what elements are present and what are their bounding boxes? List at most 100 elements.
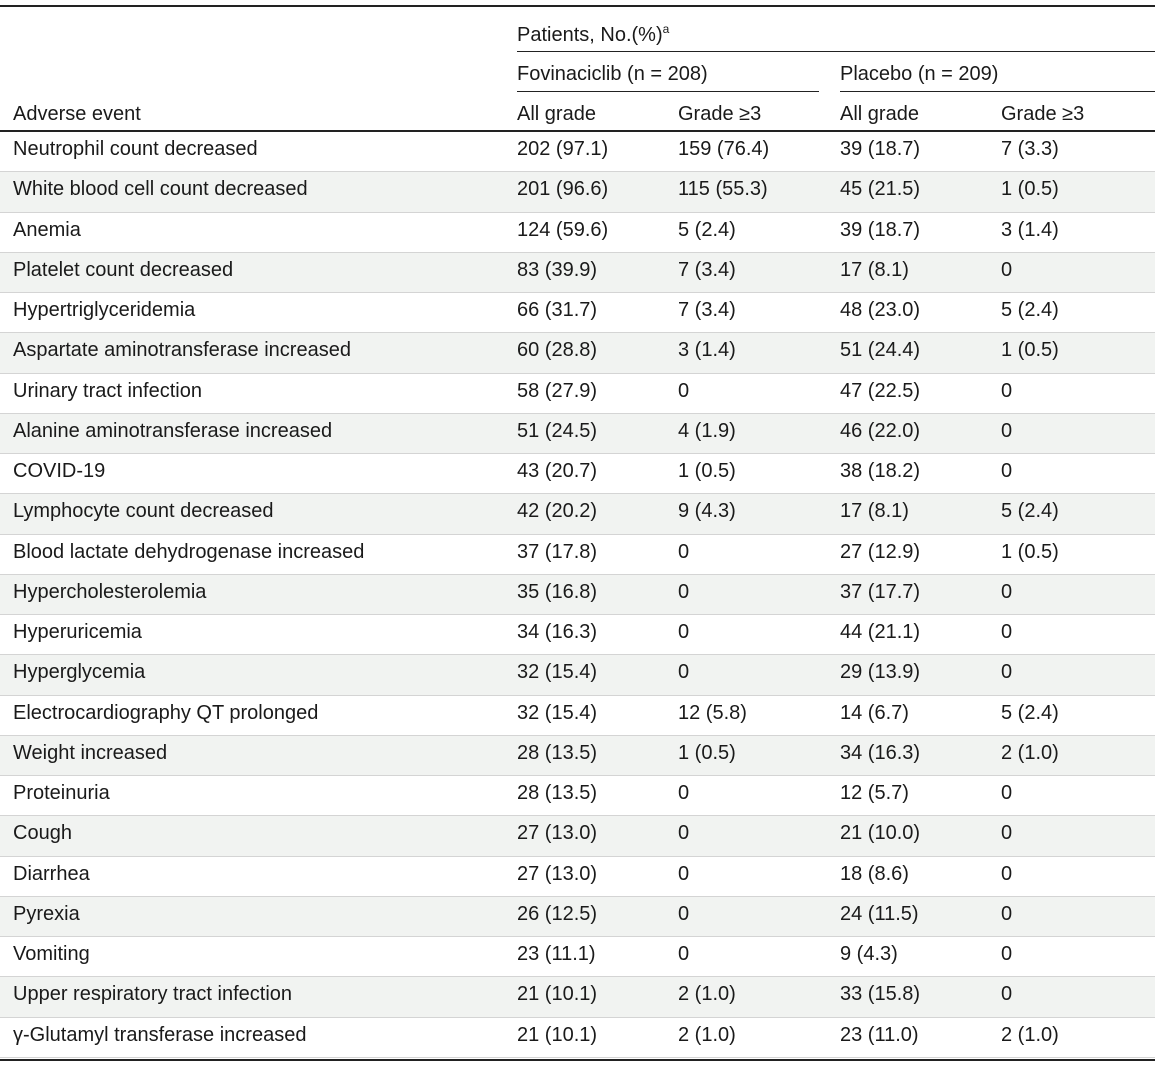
table-bottom-rule — [0, 1059, 1155, 1061]
table-row: Alanine aminotransferase increased 51 (24… — [0, 413, 1155, 454]
fovinaciclib-grade3-cell: 0 — [678, 379, 690, 402]
fovinaciclib-grade3-cell: 0 — [678, 943, 690, 965]
fovinaciclib-all-grade-cell: 202 (97.1) — [517, 138, 609, 160]
table-row: Aspartate aminotransferase increased 60 (… — [0, 333, 1155, 374]
placebo-grade3-cell: 0 — [1001, 983, 1013, 1006]
placebo-all-grade-cell: 37 (17.7) — [840, 580, 921, 603]
fovinaciclib-grade3-cell: 12 (5.8) — [678, 701, 747, 724]
table-top-rule — [0, 5, 1155, 7]
placebo-grade3-cell: 0 — [1001, 460, 1013, 482]
table-row: Anemia 124 (59.6) 5 (2.4) 39 (18.7) 3 (1.4) — [0, 213, 1155, 253]
adverse-event-name-cell: Aspartate aminotransferase increased — [13, 339, 351, 362]
table-row: Hyperuricemia 34 (16.3) 0 44 (21.1) 0 — [0, 615, 1155, 656]
placebo-all-grade-cell: 39 (18.7) — [840, 138, 921, 160]
adverse-event-name-cell: Platelet count decreased — [13, 258, 234, 281]
placebo-grade3-cell: 0 — [1001, 258, 1013, 281]
adverse-event-name-cell: Cough — [13, 822, 72, 845]
adverse-event-name-cell: Diarrhea — [13, 862, 90, 885]
placebo-grade3-cell: 2 (1.0) — [1001, 1023, 1059, 1046]
adverse-event-name-cell: Hypertriglyceridemia — [13, 299, 196, 321]
adverse-event-name-cell: Vomiting — [13, 943, 90, 965]
fovinaciclib-grade3-cell: 0 — [678, 862, 690, 885]
fovinaciclib-all-grade-cell: 28 (13.5) — [517, 741, 598, 764]
fovinaciclib-grade3-cell: 3 (1.4) — [678, 339, 736, 362]
placebo-grade3-cell: 5 (2.4) — [1001, 500, 1059, 523]
table-row: Proteinuria 28 (13.5) 0 12 (5.7) 0 — [0, 776, 1155, 817]
placebo-all-grade-cell: 21 (10.0) — [840, 822, 921, 845]
table-row: Upper respiratory tract infection 21 (10.… — [0, 977, 1155, 1018]
adverse-event-name-cell: COVID-19 — [13, 460, 106, 482]
group-underline — [517, 51, 1155, 52]
adverse-event-name-cell: Hypercholesterolemia — [13, 580, 207, 603]
fovinaciclib-all-grade-cell: 43 (20.7) — [517, 460, 598, 482]
placebo-all-grade-cell: 14 (6.7) — [840, 701, 909, 724]
fovinaciclib-grade3-cell: 5 (2.4) — [678, 218, 736, 241]
fovinaciclib-all-grade-cell: 35 (16.8) — [517, 580, 598, 603]
fovinaciclib-all-grade-header: All grade — [517, 103, 596, 125]
fovinaciclib-arm-header: Fovinaciclib (n = 208) — [517, 63, 708, 85]
table-row: Neutrophil count decreased 202 (97.1) 159 … — [0, 132, 1155, 173]
placebo-grade3-cell: 2 (1.0) — [1001, 741, 1059, 764]
fovinaciclib-all-grade-cell: 32 (15.4) — [517, 661, 598, 684]
adverse-event-name-cell: Electrocardiography QT prolonged — [13, 701, 319, 724]
placebo-grade3-cell: 5 (2.4) — [1001, 299, 1059, 321]
fovinaciclib-all-grade-cell: 124 (59.6) — [517, 218, 609, 241]
table-row: γ-Glutamyl transferase increased 21 (10.1… — [0, 1018, 1155, 1058]
table-row: Diarrhea 27 (13.0) 0 18 (8.6) 0 — [0, 857, 1155, 897]
fovinaciclib-grade3-cell: 0 — [678, 902, 690, 925]
fovinaciclib-all-grade-cell: 23 (11.1) — [517, 943, 596, 965]
placebo-all-grade-cell: 24 (11.5) — [840, 902, 919, 925]
fovinaciclib-grade3-cell: 7 (3.4) — [678, 258, 736, 281]
placebo-all-grade-cell: 45 (21.5) — [840, 178, 921, 201]
adverse-event-name-cell: Proteinuria — [13, 782, 110, 804]
placebo-all-grade-cell: 33 (15.8) — [840, 983, 921, 1006]
placebo-all-grade-cell: 51 (24.4) — [840, 339, 921, 362]
table-row: Urinary tract infection 58 (27.9) 0 47 (22.… — [0, 374, 1155, 414]
table-row: Hypercholesterolemia 35 (16.8) 0 37 (17.7) 0 — [0, 574, 1155, 615]
adverse-event-name-cell: Blood lactate dehydrogenase increased — [13, 540, 365, 563]
placebo-grade3-header: Grade ≥3 — [1001, 103, 1085, 125]
adverse-event-name-cell: Pyrexia — [13, 902, 80, 925]
placebo-grade3-cell: 0 — [1001, 621, 1013, 643]
placebo-grade3-cell: 0 — [1001, 902, 1013, 925]
adverse-event-name-cell: Urinary tract infection — [13, 379, 202, 402]
table-row: Cough 27 (13.0) 0 21 (10.0) 0 — [0, 816, 1155, 857]
fovinaciclib-all-grade-cell: 58 (27.9) — [517, 379, 598, 402]
patients-group-footnote: a — [662, 22, 670, 36]
placebo-grade3-cell: 0 — [1001, 379, 1013, 402]
adverse-event-name-cell: Lymphocyte count decreased — [13, 500, 274, 523]
fovinaciclib-grade3-cell: 2 (1.0) — [678, 1023, 736, 1046]
fovinaciclib-all-grade-cell: 27 (13.0) — [517, 862, 598, 885]
placebo-all-grade-cell: 29 (13.9) — [840, 661, 921, 684]
fovinaciclib-grade3-cell: 7 (3.4) — [678, 299, 736, 321]
placebo-all-grade-cell: 23 (11.0) — [840, 1023, 919, 1046]
table-row: Pyrexia 26 (12.5) 0 24 (11.5) 0 — [0, 896, 1155, 937]
fovinaciclib-grade3-cell: 115 (55.3) — [678, 178, 768, 201]
placebo-all-grade-cell: 17 (8.1) — [840, 258, 909, 281]
placebo-grade3-cell: 0 — [1001, 943, 1013, 965]
fovinaciclib-all-grade-cell: 83 (39.9) — [517, 258, 598, 281]
table-row: Weight increased 28 (13.5) 1 (0.5) 34 (16.3… — [0, 735, 1155, 776]
placebo-all-grade-cell: 38 (18.2) — [840, 460, 921, 482]
fovinaciclib-all-grade-cell: 51 (24.5) — [517, 419, 598, 442]
placebo-grade3-cell: 0 — [1001, 580, 1013, 603]
placebo-all-grade-cell: 9 (4.3) — [840, 943, 898, 965]
placebo-all-grade-cell: 12 (5.7) — [840, 782, 909, 804]
placebo-grade3-cell: 0 — [1001, 661, 1013, 684]
fovinaciclib-all-grade-cell: 21 (10.1) — [517, 983, 598, 1006]
placebo-grade3-cell: 5 (2.4) — [1001, 701, 1059, 724]
adverse-event-name-cell: White blood cell count decreased — [13, 178, 308, 201]
table-row: Hyperglycemia 32 (15.4) 0 29 (13.9) 0 — [0, 655, 1155, 696]
adverse-event-name-cell: Hyperglycemia — [13, 661, 146, 684]
table-row: Lymphocyte count decreased 42 (20.2) 9 (4.… — [0, 494, 1155, 535]
table-row: White blood cell count decreased 201 (96.… — [0, 172, 1155, 213]
fovinaciclib-grade3-cell: 0 — [678, 782, 690, 804]
placebo-all-grade-cell: 27 (12.9) — [840, 540, 921, 563]
placebo-all-grade-header: All grade — [840, 103, 919, 125]
fovinaciclib-grade3-cell: 4 (1.9) — [678, 419, 736, 442]
placebo-grade3-cell: 1 (0.5) — [1001, 178, 1059, 201]
placebo-all-grade-cell: 34 (16.3) — [840, 741, 921, 764]
fovinaciclib-all-grade-cell: 32 (15.4) — [517, 701, 598, 724]
table-row: Blood lactate dehydrogenase increased 37 … — [0, 535, 1155, 575]
patients-group-header: Patients, No.(%)a — [517, 22, 669, 47]
